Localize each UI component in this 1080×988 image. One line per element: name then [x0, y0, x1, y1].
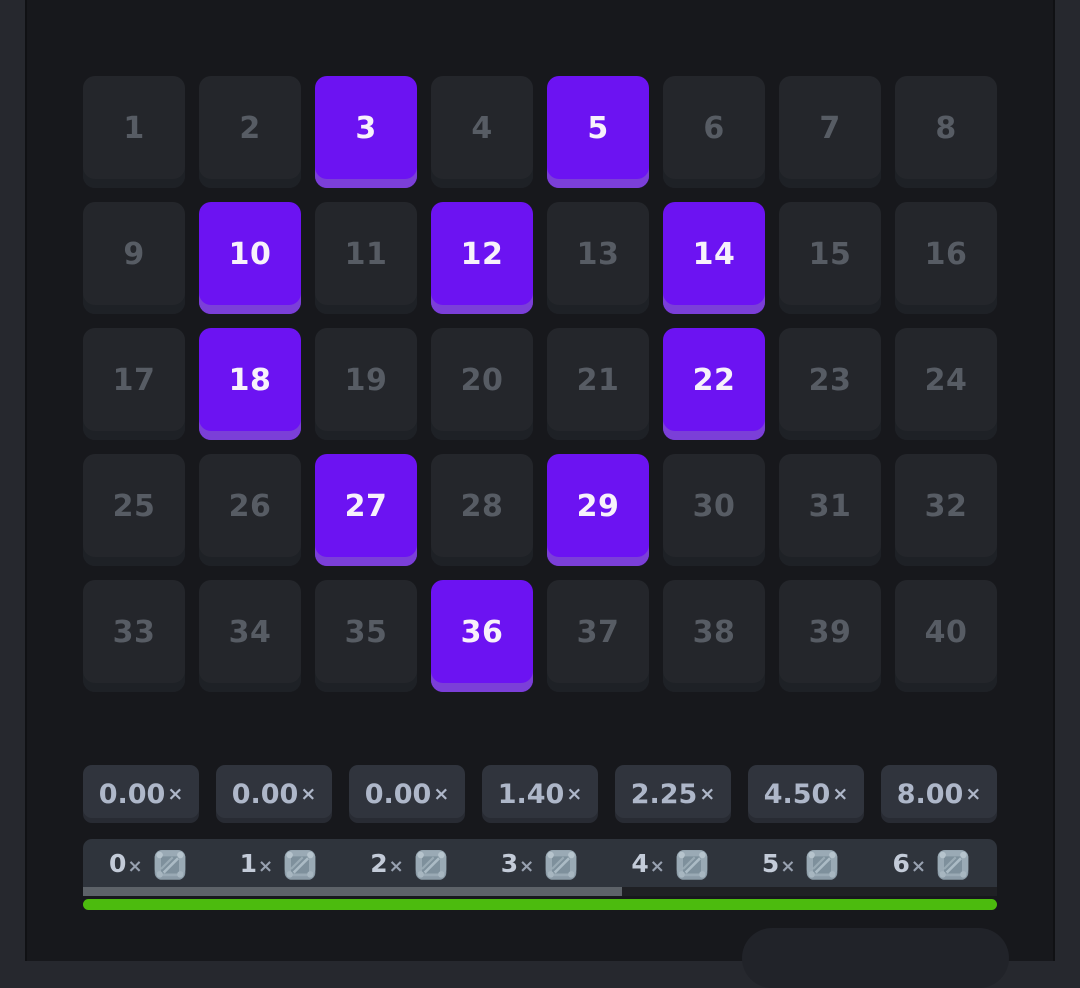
hit-count-cell-4: 4×	[605, 844, 736, 883]
keno-tile-27[interactable]: 27	[315, 454, 417, 566]
keno-tile-21[interactable]: 21	[547, 328, 649, 440]
keno-tile-17[interactable]: 17	[83, 328, 185, 440]
keno-tile-7[interactable]: 7	[779, 76, 881, 188]
keno-tile-14[interactable]: 14	[663, 202, 765, 314]
multiplier-suffix: ×	[699, 783, 716, 805]
payout-multiplier-0: 0.00 ×	[83, 765, 199, 823]
payout-multiplier-4: 2.25 ×	[615, 765, 731, 823]
keno-tile-28[interactable]: 28	[431, 454, 533, 566]
gem-icon	[154, 849, 185, 880]
hit-count-cell-0: 0×	[83, 844, 214, 883]
gem-icon	[415, 849, 446, 880]
round-progress-track	[83, 887, 997, 896]
payout-multiplier-3: 1.40 ×	[482, 765, 598, 823]
multiplier-value: 2.25	[630, 778, 698, 810]
multiplier-value: 0.00	[98, 778, 166, 810]
hit-count-cell-1: 1×	[214, 844, 345, 883]
keno-tile-13[interactable]: 13	[547, 202, 649, 314]
keno-tile-12[interactable]: 12	[431, 202, 533, 314]
keno-grid: 1 2 3 4 5 6 7 8 9 10 11 12 13 14 15 16 17 18 19 20 21 22 23 24 2…	[83, 76, 997, 692]
keno-tile-3[interactable]: 3	[315, 76, 417, 188]
keno-tile-26[interactable]: 26	[199, 454, 301, 566]
hit-count-label: 4×	[631, 848, 665, 878]
hit-count-label: 1×	[239, 848, 274, 878]
level-progress-bar	[83, 899, 997, 910]
keno-tile-39[interactable]: 39	[779, 580, 881, 692]
keno-tile-36[interactable]: 36	[431, 580, 533, 692]
multiplier-value: 0.00	[364, 778, 432, 810]
multiplier-suffix: ×	[832, 783, 849, 805]
hit-count-label: 2×	[370, 848, 404, 878]
keno-tile-10[interactable]: 10	[199, 202, 301, 314]
multiplier-suffix: ×	[566, 783, 583, 805]
gem-icon	[545, 849, 577, 880]
keno-tile-15[interactable]: 15	[779, 202, 881, 314]
payout-multiplier-2: 0.00 ×	[349, 765, 465, 823]
keno-tile-5[interactable]: 5	[547, 76, 649, 188]
payout-multiplier-5: 4.50 ×	[748, 765, 864, 823]
multiplier-value: 1.40	[497, 778, 565, 810]
hit-count-cell-2: 2×	[344, 844, 475, 883]
multiplier-suffix: ×	[965, 783, 982, 805]
keno-tile-1[interactable]: 1	[83, 76, 185, 188]
keno-tile-6[interactable]: 6	[663, 76, 765, 188]
keno-tile-25[interactable]: 25	[83, 454, 185, 566]
keno-tile-35[interactable]: 35	[315, 580, 417, 692]
keno-tile-16[interactable]: 16	[895, 202, 997, 314]
keno-tile-34[interactable]: 34	[199, 580, 301, 692]
keno-tile-31[interactable]: 31	[779, 454, 881, 566]
keno-tile-30[interactable]: 30	[663, 454, 765, 566]
keno-tile-32[interactable]: 32	[895, 454, 997, 566]
hit-count-cell-6: 6×	[866, 844, 997, 883]
multiplier-value: 0.00	[231, 778, 299, 810]
keno-tile-11[interactable]: 11	[315, 202, 417, 314]
gem-icon	[284, 849, 316, 880]
bottom-panel[interactable]	[742, 928, 1009, 988]
hit-counts-bar: 0× 1× 2× 3×	[83, 839, 997, 887]
gem-icon	[937, 849, 969, 880]
multiplier-value: 4.50	[763, 778, 831, 810]
keno-tile-18[interactable]: 18	[199, 328, 301, 440]
gem-icon	[676, 849, 708, 880]
keno-tile-33[interactable]: 33	[83, 580, 185, 692]
multiplier-suffix: ×	[433, 783, 450, 805]
payout-multiplier-1: 0.00 ×	[216, 765, 332, 823]
keno-game-panel: 1 2 3 4 5 6 7 8 9 10 11 12 13 14 15 16 17 18 19 20 21 22 23 24 2…	[25, 0, 1055, 961]
keno-tile-22[interactable]: 22	[663, 328, 765, 440]
keno-tile-23[interactable]: 23	[779, 328, 881, 440]
board-content: 1 2 3 4 5 6 7 8 9 10 11 12 13 14 15 16 17 18 19 20 21 22 23 24 2…	[83, 76, 997, 910]
keno-tile-19[interactable]: 19	[315, 328, 417, 440]
hit-count-cell-3: 3×	[475, 844, 606, 883]
keno-tile-9[interactable]: 9	[83, 202, 185, 314]
keno-tile-20[interactable]: 20	[431, 328, 533, 440]
keno-tile-40[interactable]: 40	[895, 580, 997, 692]
keno-tile-2[interactable]: 2	[199, 76, 301, 188]
keno-tile-37[interactable]: 37	[547, 580, 649, 692]
keno-tile-24[interactable]: 24	[895, 328, 997, 440]
multiplier-suffix: ×	[167, 783, 184, 805]
payout-multiplier-row: 0.00 × 0.00 × 0.00 × 1.40 × 2.25 × 4.50 × 8.00 ×	[83, 765, 997, 823]
keno-tile-4[interactable]: 4	[431, 76, 533, 188]
multiplier-value: 8.00	[896, 778, 964, 810]
hit-count-label: 3×	[500, 848, 535, 878]
keno-tile-29[interactable]: 29	[547, 454, 649, 566]
hit-count-label: 5×	[761, 848, 796, 878]
hit-count-label: 6×	[892, 848, 927, 878]
round-progress-fill	[83, 887, 623, 896]
multiplier-suffix: ×	[300, 783, 317, 805]
hit-count-label: 0×	[109, 848, 143, 878]
payout-multiplier-6: 8.00 ×	[881, 765, 997, 823]
gem-icon	[807, 849, 838, 880]
keno-tile-8[interactable]: 8	[895, 76, 997, 188]
keno-tile-38[interactable]: 38	[663, 580, 765, 692]
hit-count-cell-5: 5×	[736, 844, 867, 883]
